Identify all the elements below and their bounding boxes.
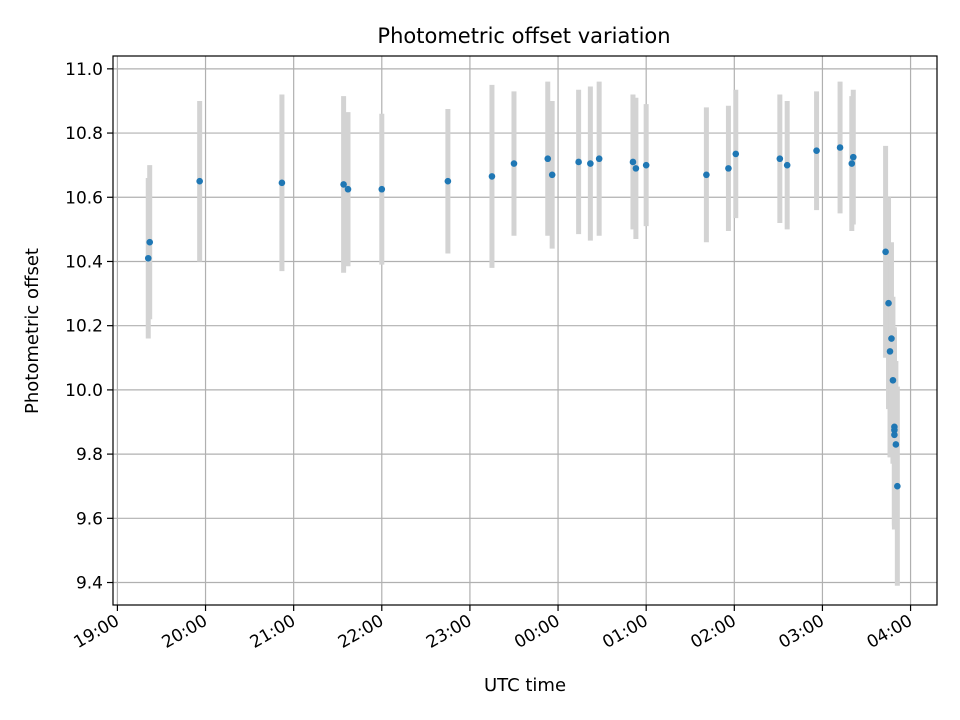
data-point (587, 160, 594, 167)
data-point (144, 254, 152, 262)
data-point (340, 181, 347, 188)
data-point (278, 179, 286, 187)
data-point (146, 238, 154, 246)
data-point (510, 160, 518, 167)
y-tick-label: 11.0 (65, 60, 103, 80)
data-point (725, 165, 732, 172)
data-point (344, 185, 352, 193)
data-point (891, 431, 898, 439)
data-point (813, 147, 820, 155)
x-axis-title: UTC time (484, 675, 566, 696)
data-point (888, 335, 895, 342)
y-tick-label: 10.6 (65, 188, 103, 208)
x-tick-label: 22:00 (335, 611, 387, 653)
x-tick-label: 01:00 (599, 611, 651, 653)
data-point (548, 171, 556, 179)
y-axis-title: Photometric offset (22, 248, 43, 414)
data-point (575, 158, 582, 166)
x-tick-label: 00:00 (511, 611, 563, 653)
y-tick-label: 10.4 (65, 252, 103, 272)
y-tick-label: 10.8 (65, 124, 103, 144)
y-tick-label: 9.4 (76, 574, 103, 594)
x-tick-label: 19:00 (70, 611, 122, 653)
y-tick-label: 10.0 (65, 381, 103, 401)
data-point (632, 165, 640, 172)
data-point (196, 177, 203, 185)
data-point (776, 155, 784, 163)
data-point (892, 441, 900, 448)
data-point (629, 158, 637, 166)
x-tick-label: 23:00 (423, 611, 475, 653)
data-point (732, 150, 740, 158)
data-point (544, 155, 552, 163)
y-tick-label: 10.2 (65, 317, 103, 337)
x-tick-label: 20:00 (159, 611, 211, 653)
data-point (882, 248, 889, 256)
data-point (891, 423, 898, 431)
chart-title: Photometric offset variation (377, 24, 670, 48)
y-tick-label: 9.6 (76, 509, 103, 529)
data-point (836, 144, 844, 151)
x-tick-label: 04:00 (864, 611, 916, 653)
data-point (783, 161, 791, 169)
error-bars (145, 81, 900, 586)
data-point (378, 185, 386, 193)
x-tick-label: 21:00 (247, 611, 299, 653)
data-point (889, 376, 897, 384)
data-point (595, 155, 603, 163)
data-point (703, 171, 710, 179)
data-point (894, 482, 901, 490)
data-point (849, 153, 857, 161)
grid-lines (113, 56, 937, 605)
x-tick-label: 02:00 (687, 611, 739, 653)
data-point (444, 177, 452, 185)
data-point (488, 173, 496, 180)
plot-frame (112, 55, 938, 606)
data-points (144, 144, 901, 490)
data-point (848, 160, 856, 167)
data-point (642, 161, 650, 169)
data-point (885, 299, 892, 307)
y-tick-label: 9.8 (76, 445, 103, 465)
x-tick-label: 03:00 (775, 611, 827, 653)
data-point (886, 348, 894, 355)
